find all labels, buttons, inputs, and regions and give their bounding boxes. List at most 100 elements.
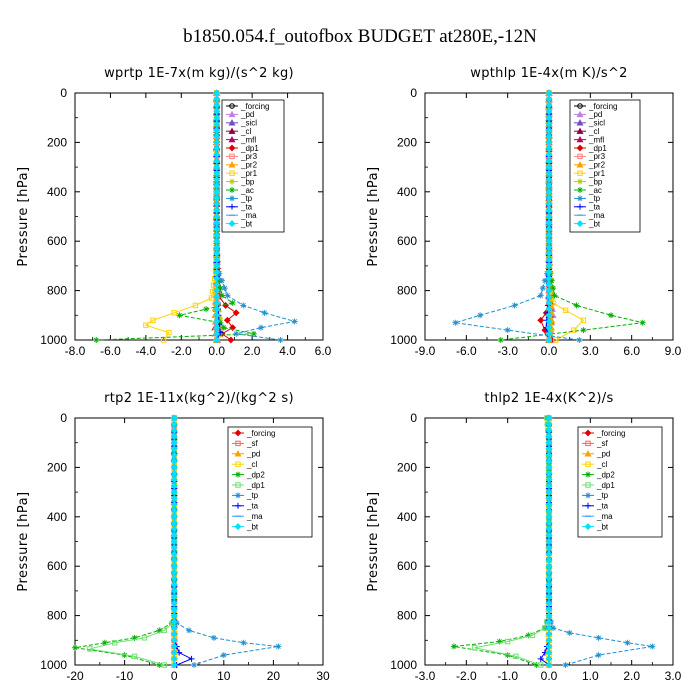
x-tick-label: -20 — [66, 669, 84, 683]
series-marker — [562, 662, 569, 668]
legend-marker — [584, 450, 592, 457]
legend-entry: _dp1 — [246, 481, 265, 490]
series-marker — [156, 627, 163, 634]
x-tick-label: -10 — [116, 669, 134, 683]
series-marker — [277, 337, 284, 343]
y-tick-label: 200 — [397, 135, 417, 149]
series-marker — [291, 318, 298, 325]
legend-marker — [585, 440, 591, 447]
legend-marker — [228, 127, 236, 134]
legend-marker — [577, 187, 583, 193]
series-marker — [551, 292, 558, 299]
series-marker — [576, 337, 583, 343]
legend-marker — [577, 178, 583, 185]
series-marker — [156, 662, 163, 668]
series-marker — [208, 295, 215, 301]
series-marker — [595, 652, 602, 659]
y-tick-label: 400 — [397, 510, 417, 524]
x-tick-label: -6.0 — [100, 344, 121, 358]
x-tick-label: 6.0 — [623, 344, 640, 358]
y-tick-label: 0 — [60, 86, 67, 100]
x-tick-label: -2.0 — [456, 669, 477, 683]
legend-entry: _ta — [588, 203, 601, 212]
series-markers-dp1 — [471, 415, 552, 668]
x-tick-label: 9.0 — [665, 344, 682, 358]
x-tick-label: -2.0 — [171, 344, 192, 358]
y-tick-label: 600 — [397, 234, 417, 248]
series-marker — [161, 662, 167, 668]
series-markers-dp2 — [72, 415, 178, 668]
series-marker — [537, 655, 544, 662]
series-marker — [511, 302, 518, 309]
legend-entry: _pd — [588, 110, 602, 119]
series-line-pr1 — [144, 93, 218, 341]
legend-marker — [577, 153, 583, 160]
legend-marker — [229, 103, 235, 109]
legend-entry: _pd — [240, 110, 254, 119]
x-tick-label: 0.0 — [208, 344, 225, 358]
series-marker — [250, 330, 257, 337]
series-marker — [220, 324, 227, 331]
legend-marker — [576, 144, 584, 152]
legend-entry: _cl — [596, 460, 607, 469]
y-tick-label: 800 — [397, 609, 417, 623]
legend-marker — [228, 119, 236, 126]
legend-entry: _bt — [588, 219, 601, 228]
legend-entry: _mfl — [240, 135, 256, 144]
figure-title: b1850.054.f_outofbox BUDGET at280E,-12N — [183, 26, 537, 47]
x-tick-label: -3.0 — [415, 669, 436, 683]
y-tick-label: 1000 — [390, 658, 417, 672]
y-tick-label: 600 — [47, 559, 67, 573]
legend-marker — [229, 187, 235, 193]
series-marker — [538, 662, 544, 668]
series-line-dp1 — [89, 418, 175, 666]
legend-entry: _cl — [246, 460, 257, 469]
series-marker — [608, 312, 614, 319]
legend-entry: _sicl — [240, 119, 257, 128]
legend-entry: _ma — [596, 512, 613, 521]
legend-entry: _bt — [596, 522, 609, 531]
legend-entry: _sf — [246, 439, 258, 448]
series-marker — [192, 302, 199, 309]
series-marker — [496, 638, 503, 645]
legend-entry: _mfl — [588, 135, 604, 144]
chart-panel-3: rtp2 1E-11x(kg^2)/(kg^2 s) Pressure [hPa]… — [16, 391, 330, 683]
series-marker — [216, 270, 223, 277]
legend-marker — [585, 461, 591, 467]
panel-title: rtp2 1E-11x(kg^2)/(kg^2 s) — [104, 391, 294, 406]
series-marker — [240, 302, 247, 309]
legend-box — [227, 426, 313, 538]
x-tick-label: -4.0 — [136, 344, 157, 358]
legend-marker — [576, 127, 584, 134]
legend-marker — [577, 203, 583, 210]
legend-marker — [235, 502, 241, 509]
legend-entry: _dp1 — [240, 144, 259, 153]
legend-entry: _tp — [588, 194, 601, 203]
legend-entry: _dp2 — [596, 470, 615, 479]
legend-entry: _ac — [240, 186, 254, 195]
legend: _forcing_pd_sicl_cl_mfl_dp1_pr3_pr2_pr1_… — [569, 99, 641, 233]
series-markers-tp — [452, 90, 583, 343]
y-axis-label: Pressure [hPa] — [16, 491, 31, 591]
series-marker — [539, 285, 546, 292]
legend-entry: _cl — [588, 127, 599, 136]
legend-entry: _pr3 — [240, 152, 258, 161]
series-marker — [229, 299, 236, 306]
series-marker — [477, 312, 484, 319]
series-marker — [639, 319, 646, 326]
y-tick-label: 800 — [47, 609, 67, 623]
series-marker — [649, 643, 656, 650]
series-marker — [111, 640, 118, 646]
series-marker — [176, 312, 183, 319]
x-tick-label: -8.0 — [65, 344, 86, 358]
series-marker — [504, 638, 511, 645]
legend-marker — [584, 523, 592, 531]
legend-entry: _sf — [596, 439, 608, 448]
legend-marker — [234, 429, 242, 437]
legend-marker — [577, 103, 583, 109]
legend-entry: _tp — [240, 194, 253, 203]
series-marker — [203, 306, 210, 313]
legend-entry: _tp — [246, 491, 259, 500]
legend-entry: _ta — [240, 203, 253, 212]
legend-marker — [235, 440, 241, 447]
